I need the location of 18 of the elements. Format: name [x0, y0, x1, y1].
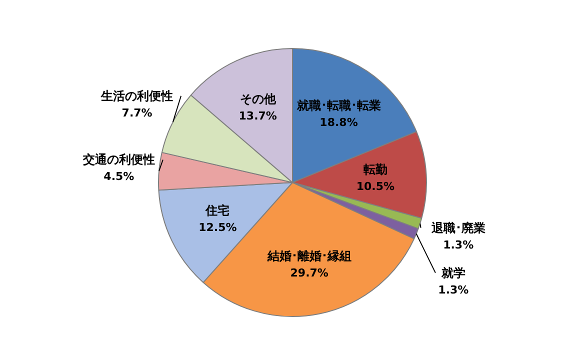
slice-label: 結婚･離婚･縁組 [266, 248, 352, 263]
data-label: 13.7% [238, 109, 277, 122]
slice-label: 就学 [440, 266, 466, 280]
slice-label: 転勤 [363, 162, 388, 177]
slice-label: 退職･廃業 [430, 220, 486, 235]
slice-label: 交通の利便性 [82, 152, 155, 167]
slice-label: 就職･転職･転業 [296, 98, 381, 112]
data-label: 7.7% [122, 106, 152, 120]
data-label: 29.7% [290, 266, 328, 280]
data-label: 1.3% [443, 238, 474, 252]
data-label: 10.5% [356, 180, 395, 194]
slice-label: 生活の利便性 [100, 88, 174, 103]
data-label: 12.5% [198, 221, 237, 234]
slice-label: 住宅 [204, 204, 230, 218]
data-label: 18.8% [320, 116, 358, 129]
data-label: 4.5% [104, 170, 134, 184]
data-label: 1.3% [438, 283, 469, 296]
slice-label: その他 [240, 92, 277, 106]
